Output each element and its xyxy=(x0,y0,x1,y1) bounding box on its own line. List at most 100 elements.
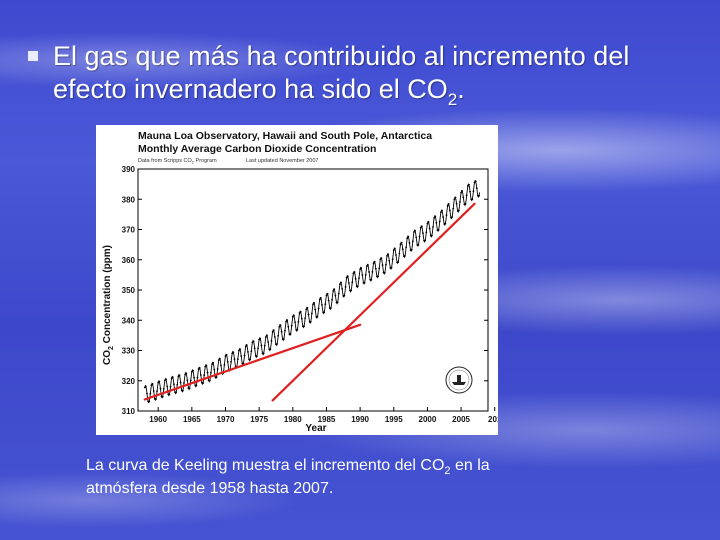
co2-point-24 xyxy=(157,381,160,384)
co2-point-82 xyxy=(189,379,192,382)
co2-point-554 xyxy=(454,196,457,199)
co2-point-2 xyxy=(144,385,147,388)
co2-point-314 xyxy=(319,297,322,299)
co2-point-284 xyxy=(303,325,305,328)
co2-point-328 xyxy=(327,299,330,302)
co2-point-506 xyxy=(427,221,430,223)
co2-point-0 xyxy=(143,386,146,389)
co2-point-540 xyxy=(446,204,449,207)
logo-inner-ring xyxy=(448,369,470,391)
co2-point-500 xyxy=(424,239,427,242)
co2-point-70 xyxy=(183,382,185,384)
co2-point-92 xyxy=(195,384,198,387)
co2-point-244 xyxy=(280,330,283,333)
co2-point-472 xyxy=(408,242,411,244)
co2-point-544 xyxy=(448,209,451,212)
co2-point-182 xyxy=(245,344,248,347)
caption-text-end: en la atmósfera desde 1958 hasta 2007. xyxy=(86,457,490,497)
co2-point-528 xyxy=(439,211,442,214)
co2-point-350 xyxy=(340,281,342,284)
co2-point-94 xyxy=(196,376,199,379)
co2-point-8 xyxy=(148,400,151,403)
co2-point-494 xyxy=(420,225,423,228)
co2-point-68 xyxy=(181,389,184,392)
co2-point-180 xyxy=(244,345,247,348)
caption-subscript: 2 xyxy=(444,465,451,477)
co2-point-110 xyxy=(205,364,208,367)
co2-point-148 xyxy=(226,361,229,363)
co2-point-200 xyxy=(256,355,258,358)
co2-point-50 xyxy=(171,376,174,378)
co2-point-348 xyxy=(339,283,341,286)
co2-point-400 xyxy=(368,271,370,273)
co2-point-460 xyxy=(401,248,404,251)
co2-point-572 xyxy=(464,203,467,205)
co2-point-122 xyxy=(212,361,215,364)
co2-point-172 xyxy=(240,355,243,357)
co2-point-76 xyxy=(186,379,189,382)
x-ticks: 1960 1965 1970 1975 1980 1985 1990 1995 2000 2005… xyxy=(149,407,502,424)
caption-text: La curva de Keeling muestra el increment… xyxy=(86,457,445,474)
co2-point-580 xyxy=(469,190,471,193)
co2-point-502 xyxy=(425,231,428,234)
co2-point-14 xyxy=(151,383,154,385)
co2-point-520 xyxy=(435,221,438,224)
co2-point-308 xyxy=(316,315,319,318)
co2-point-452 xyxy=(397,261,400,263)
y-tick-label-3: 340 xyxy=(122,316,136,325)
co2-point-418 xyxy=(378,267,381,270)
co2-point-302 xyxy=(313,302,316,304)
co2-point-516 xyxy=(433,217,436,219)
co2-point-340 xyxy=(334,294,337,297)
data-series xyxy=(143,179,481,404)
bullet-subscript: 2 xyxy=(447,90,458,109)
chart-note-left: Data from Scripps CO2 Program xyxy=(138,158,217,165)
co2-point-84 xyxy=(190,370,193,373)
co2-point-316 xyxy=(321,303,323,306)
co2-point-40 xyxy=(166,385,169,388)
co2-point-406 xyxy=(371,270,374,273)
chart-note-right: Last updated November 2007 xyxy=(246,158,318,164)
x-tick-label-8: 2000 xyxy=(419,415,437,424)
x-tick-label-3: 1975 xyxy=(250,415,268,424)
co2-point-434 xyxy=(387,253,390,256)
co2-point-184 xyxy=(247,351,249,353)
co2-point-370 xyxy=(351,281,354,284)
co2-point-206 xyxy=(259,337,262,340)
bullet-text-main: El gas que más ha contribuido al increme… xyxy=(53,41,630,104)
co2-point-332 xyxy=(330,307,332,309)
co2-point-320 xyxy=(323,311,326,314)
co2-point-268 xyxy=(294,321,296,324)
co2-point-226 xyxy=(270,339,273,342)
co2-point-408 xyxy=(372,262,375,265)
co2-point-22 xyxy=(156,390,158,393)
co2-point-356 xyxy=(343,294,346,297)
co2-point-536 xyxy=(444,222,447,225)
co2-point-230 xyxy=(272,329,275,332)
co2-point-492 xyxy=(419,226,422,229)
co2-point-352 xyxy=(341,288,344,290)
x-tick-label-6: 1990 xyxy=(351,415,369,424)
co2-point-296 xyxy=(309,320,312,323)
co2-point-228 xyxy=(271,330,274,333)
co2-point-276 xyxy=(298,312,301,314)
co2-point-468 xyxy=(406,237,409,240)
co2-point-376 xyxy=(354,277,357,280)
co2-point-300 xyxy=(312,303,314,306)
co2-point-32 xyxy=(161,395,164,398)
co2-point-428 xyxy=(383,271,386,274)
co2-point-304 xyxy=(314,308,317,311)
co2-point-160 xyxy=(233,358,236,361)
co2-point-310 xyxy=(317,307,320,310)
co2-point-560 xyxy=(457,209,460,212)
co2-point-120 xyxy=(211,363,213,366)
co2-point-52 xyxy=(173,383,175,386)
co2-point-286 xyxy=(304,317,307,320)
co2-point-564 xyxy=(460,191,462,194)
co2-point-420 xyxy=(379,258,382,261)
co2-point-262 xyxy=(290,324,293,327)
co2-point-504 xyxy=(426,222,429,225)
co2-point-56 xyxy=(175,391,178,394)
co2-point-586 xyxy=(472,190,475,193)
co2-point-146 xyxy=(225,353,228,356)
